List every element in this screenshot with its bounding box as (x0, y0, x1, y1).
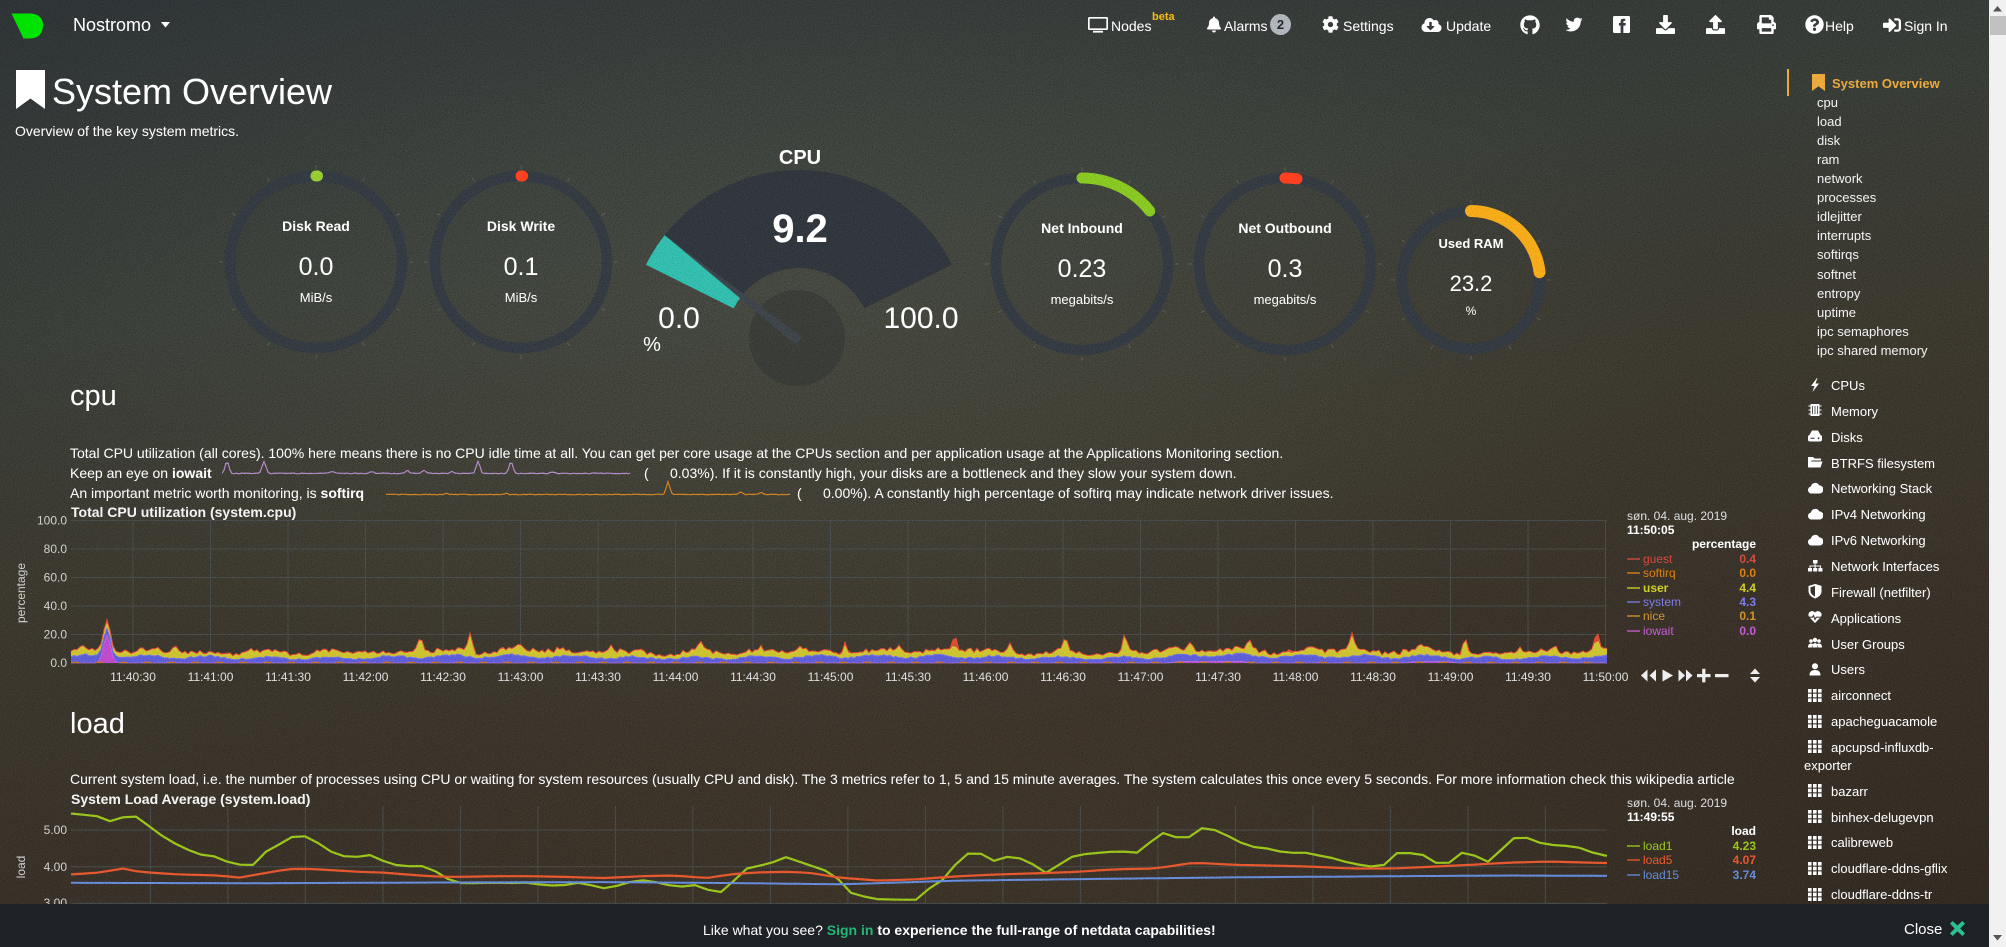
svg-text:5.00: 5.00 (44, 823, 68, 837)
svg-text:4.00: 4.00 (44, 860, 68, 874)
svg-text:load: load (14, 856, 28, 879)
svg-text:System Load Average (system.lo: System Load Average (system.load) (71, 791, 310, 807)
